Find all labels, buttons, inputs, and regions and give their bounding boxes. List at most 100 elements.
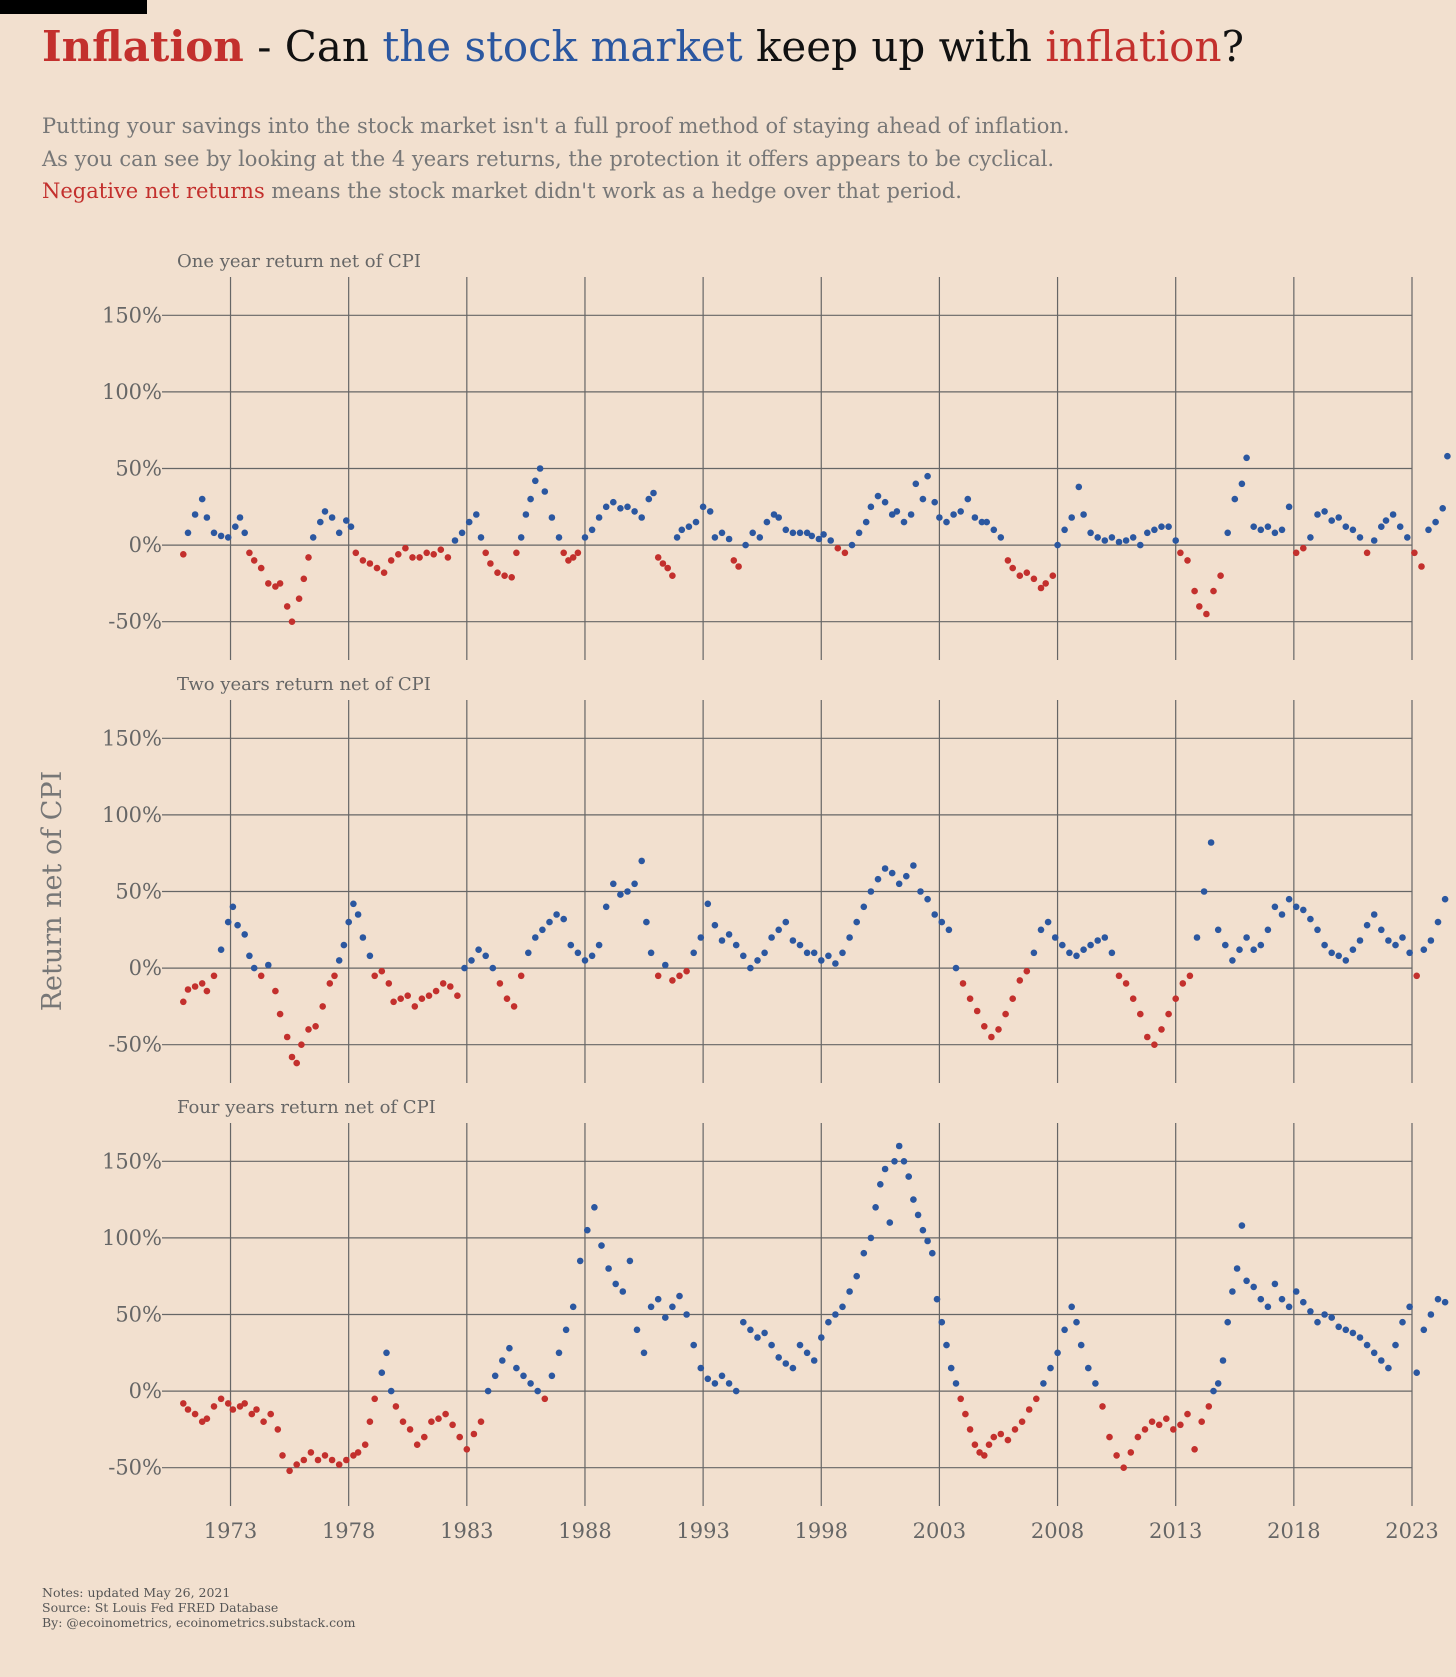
data-point: [881, 498, 889, 506]
data-point: [1385, 1364, 1392, 1372]
data-point: [180, 551, 187, 558]
data-point: [1342, 1326, 1350, 1334]
data-point: [1439, 505, 1446, 512]
data-point: [525, 949, 532, 957]
data-point: [853, 1272, 860, 1280]
data-point: [815, 535, 823, 543]
data-point: [1363, 549, 1371, 557]
data-point: [1009, 564, 1016, 572]
data-point: [1068, 514, 1075, 521]
data-point: [1016, 572, 1024, 579]
data-point: [1061, 526, 1068, 534]
data-point: [210, 972, 218, 980]
data-point: [1184, 557, 1191, 564]
panel-title: One year return net of CPI: [177, 251, 421, 272]
data-point: [418, 995, 426, 1002]
data-point: [272, 583, 279, 590]
data-point: [692, 518, 700, 526]
data-point: [491, 1372, 499, 1380]
data-point: [1068, 1303, 1075, 1311]
data-point: [378, 1369, 386, 1376]
data-point: [354, 1449, 362, 1456]
data-point: [520, 1372, 527, 1380]
data-point: [506, 1344, 513, 1352]
data-point: [442, 1410, 449, 1418]
data-point: [1115, 538, 1123, 546]
data-point: [300, 575, 308, 583]
data-point: [891, 1158, 898, 1165]
data-point: [1441, 1298, 1449, 1306]
data-point: [617, 891, 624, 898]
y-tick-label: 0%: [129, 533, 162, 557]
data-point: [1314, 926, 1321, 934]
data-point: [461, 964, 468, 972]
data-point: [180, 1400, 187, 1407]
data-point: [662, 961, 669, 969]
data-point: [421, 1433, 428, 1441]
data-point: [881, 865, 889, 872]
data-point: [1158, 523, 1165, 530]
data-point: [184, 529, 192, 537]
data-point: [964, 495, 972, 503]
data-point: [770, 511, 778, 518]
title-segment: keep up with: [742, 22, 1046, 71]
data-point: [1292, 1288, 1300, 1295]
data-point: [288, 1053, 296, 1061]
data-point: [1134, 1433, 1142, 1441]
title-stock-market: the stock market: [382, 22, 743, 71]
data-point: [343, 1456, 350, 1464]
data-point: [756, 534, 764, 541]
data-point: [1434, 1295, 1442, 1303]
data-point: [633, 1326, 641, 1334]
data-point: [326, 980, 334, 987]
data-point: [402, 544, 409, 552]
data-point: [1250, 1283, 1257, 1291]
data-point: [900, 518, 908, 526]
data-point: [782, 918, 790, 926]
data-point: [1264, 523, 1272, 530]
data-point: [789, 937, 797, 944]
data-point: [803, 529, 811, 537]
data-point: [929, 1249, 936, 1257]
data-point: [669, 977, 676, 984]
data-point: [293, 1461, 301, 1468]
data-point: [978, 518, 986, 526]
data-point: [742, 541, 749, 549]
data-point: [610, 498, 617, 506]
data-point: [931, 911, 938, 918]
data-point: [690, 949, 697, 957]
data-point: [184, 1406, 192, 1413]
data-point: [548, 514, 556, 521]
data-point: [305, 1026, 312, 1033]
data-point: [283, 603, 291, 610]
data-point: [888, 869, 896, 877]
data-point: [191, 1410, 199, 1418]
data-point: [862, 518, 870, 526]
data-point: [1207, 839, 1215, 846]
data-point: [359, 934, 367, 941]
data-point: [1328, 517, 1335, 524]
data-point: [1198, 1418, 1205, 1425]
data-point: [416, 554, 423, 561]
data-point: [1120, 1464, 1127, 1471]
data-point: [1002, 1010, 1009, 1018]
data-point: [463, 1446, 471, 1453]
data-point: [874, 492, 882, 500]
data-point: [321, 1452, 329, 1459]
data-point: [1257, 941, 1265, 949]
data-point: [574, 949, 582, 957]
data-point: [754, 1334, 761, 1341]
data-point: [1427, 1311, 1435, 1318]
data-point: [818, 957, 825, 964]
data-point: [952, 1380, 960, 1387]
data-point: [276, 1010, 284, 1018]
data-point: [1219, 1357, 1227, 1364]
data-point: [437, 546, 445, 553]
data-point: [588, 526, 596, 534]
data-point: [217, 946, 225, 953]
data-point: [867, 503, 875, 511]
data-point: [482, 549, 490, 557]
data-point: [1342, 523, 1350, 530]
data-point: [1191, 587, 1198, 595]
title-inflation-2: inflation: [1045, 22, 1222, 71]
